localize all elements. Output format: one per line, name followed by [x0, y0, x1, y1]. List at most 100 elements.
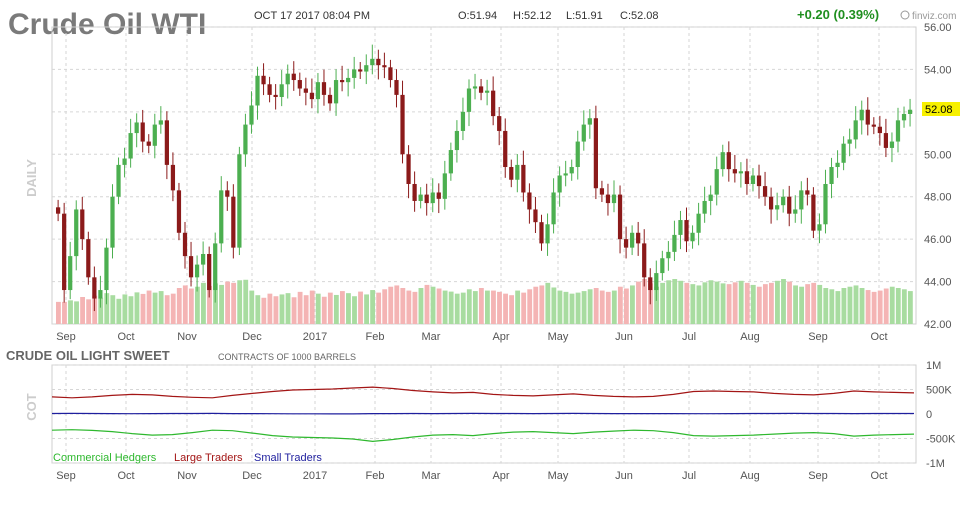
volume-bar: [213, 283, 218, 324]
price-x-tick-label: Aug: [740, 331, 760, 343]
candle-body: [762, 186, 768, 197]
volume-bar: [853, 285, 859, 324]
candle-body: [907, 109, 913, 114]
volume-bar: [485, 290, 490, 324]
volume-bar: [563, 291, 569, 324]
candle-body: [116, 164, 121, 197]
candle-body: [690, 232, 695, 242]
volume-bar: [895, 288, 901, 324]
candle-body: [768, 196, 774, 210]
candle-body: [315, 82, 321, 100]
candle-body: [424, 194, 429, 204]
volume-bar: [370, 290, 376, 324]
volume-bar: [261, 297, 267, 324]
candle-body: [726, 152, 731, 170]
cot-x-tick-label: Jul: [682, 470, 696, 482]
candle-body: [877, 126, 882, 134]
price-grid: [52, 26, 916, 325]
candle-body: [654, 273, 659, 291]
candle-body: [660, 258, 665, 274]
candle-body: [460, 111, 466, 131]
price-x-tick-label: Apr: [492, 331, 509, 343]
price-x-tick-label: Oct: [870, 331, 887, 343]
candle-body: [291, 73, 296, 81]
cot-x-tick-label: Nov: [177, 470, 197, 482]
volume-bar: [207, 285, 212, 324]
candle-body: [648, 277, 653, 291]
volume-bar: [768, 282, 774, 324]
candle-body: [56, 207, 61, 214]
candle-body: [406, 154, 411, 184]
candle-body: [702, 200, 707, 214]
candle-body: [110, 196, 115, 248]
candle-body: [164, 120, 169, 165]
volume-bar: [551, 287, 557, 324]
volume-bar: [297, 291, 303, 324]
candle-body: [841, 143, 846, 163]
volume-bar: [80, 297, 86, 324]
volume-bar: [775, 280, 780, 324]
candle-body: [182, 232, 188, 257]
candle-body: [581, 124, 586, 142]
candle-body: [364, 65, 369, 72]
candle-body: [889, 141, 895, 148]
volume-bar: [188, 288, 194, 324]
candle-body: [68, 256, 73, 291]
high-value: H:52.12: [513, 10, 552, 22]
volume-bar: [62, 301, 67, 324]
candle-body: [400, 94, 405, 155]
candle-body: [599, 188, 605, 195]
last-price-highlight: [922, 102, 960, 116]
candle-body: [527, 192, 532, 210]
volume-bar: [672, 279, 678, 324]
candle-body: [823, 183, 828, 225]
volume-bar: [575, 292, 581, 324]
candle-body: [176, 190, 182, 233]
price-x-tick-label: 2017: [303, 331, 327, 343]
cot-subtitle: CONTRACTS OF 1000 BARRELS: [218, 352, 356, 362]
volume-bar: [249, 290, 255, 324]
volume-bar: [799, 286, 805, 324]
volume-bar: [194, 286, 200, 324]
close-value: C:52.08: [620, 10, 659, 22]
volume-bar: [68, 300, 73, 324]
volume-bar: [829, 289, 835, 324]
price-x-tick-label: Dec: [242, 331, 262, 343]
last-price-label: 52.08: [925, 104, 953, 116]
candle-body: [466, 88, 472, 112]
volume-bar: [279, 294, 285, 324]
price-y-tick-label: 54.00: [924, 64, 952, 76]
candle-body: [684, 220, 689, 242]
candle-body: [605, 194, 611, 204]
volume-bar: [273, 296, 279, 324]
volume-bar: [636, 281, 641, 324]
volume-bar: [255, 295, 261, 324]
candle-body: [104, 247, 109, 291]
candle-body: [370, 58, 375, 66]
candle-body: [775, 205, 780, 210]
candle-body: [128, 133, 133, 159]
candle-body: [303, 88, 308, 93]
volume-bar: [593, 288, 599, 324]
volume-bar: [388, 286, 394, 324]
candle-body: [720, 152, 725, 170]
candle-body: [158, 120, 163, 125]
candle-body: [895, 120, 901, 142]
candle-body: [575, 141, 580, 168]
volume-bar: [104, 293, 110, 324]
candle-body: [448, 150, 453, 174]
price-x-tick-label: Mar: [422, 331, 441, 343]
volume-bar: [690, 284, 696, 324]
candle-body: [201, 253, 206, 265]
candle-body: [805, 190, 810, 195]
volume-bar: [327, 292, 333, 324]
cot-line-small: [51, 412, 914, 415]
volume-bar: [321, 296, 327, 324]
volume-bar: [394, 285, 400, 324]
volume-bar: [889, 286, 895, 324]
candle-body: [442, 173, 447, 199]
price-y-tick-label: 42.00: [924, 319, 952, 331]
volume-bar: [793, 285, 798, 324]
volume-bar: [642, 279, 647, 324]
cot-panel: CRUDE OIL LIGHT SWEET CONTRACTS OF 1000 …: [6, 348, 956, 482]
